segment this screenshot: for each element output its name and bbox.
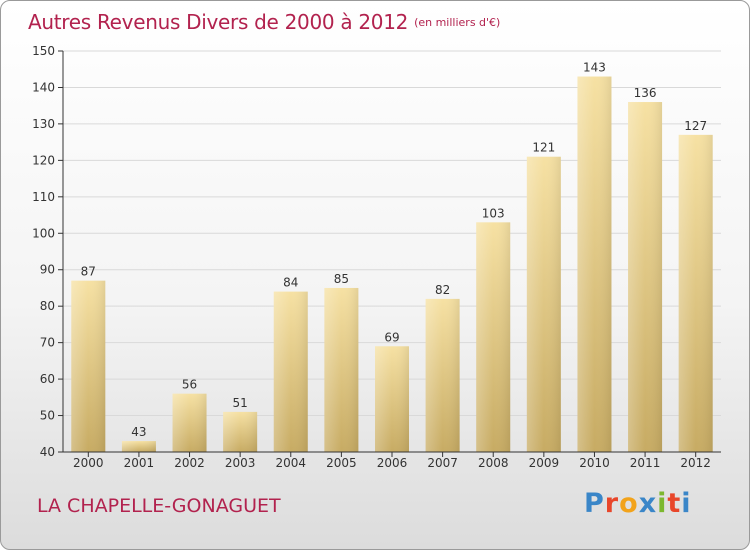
y-tick-label: 140	[32, 80, 55, 94]
y-tick-label: 100	[32, 226, 55, 240]
y-tick-label: 130	[32, 117, 55, 131]
x-tick-label: 2010	[579, 456, 610, 470]
data-label: 69	[384, 330, 399, 344]
chart-title-text: Autres Revenus Divers de 2000 à 2012	[28, 10, 409, 34]
chart-unit-note: (en milliers d'€)	[414, 16, 501, 29]
x-tick-label: 2008	[478, 456, 509, 470]
logo-letter: r	[604, 488, 620, 519]
logo-letter: x	[638, 488, 658, 519]
data-label: 51	[233, 396, 248, 410]
data-label: 56	[182, 378, 197, 392]
data-label: 43	[131, 425, 146, 439]
x-tick-label: 2007	[427, 456, 458, 470]
y-tick-label: 150	[32, 44, 55, 58]
x-tick-label: 2003	[225, 456, 256, 470]
bar-shade	[628, 102, 663, 452]
bar-shade	[121, 441, 156, 452]
bar-shade	[273, 291, 308, 452]
y-tick-label: 40	[40, 445, 55, 459]
commune-name: LA CHAPELLE-GONAGUET	[37, 495, 281, 517]
y-tick-label: 110	[32, 190, 55, 204]
y-tick-label: 120	[32, 153, 55, 167]
bar-shade	[577, 76, 612, 452]
data-label: 85	[334, 272, 349, 286]
data-label: 103	[482, 206, 505, 220]
x-tick-label: 2000	[73, 456, 104, 470]
bar-shade	[476, 222, 511, 452]
bar-shade	[526, 156, 561, 452]
x-tick-label: 2005	[326, 456, 357, 470]
proxiti-logo: Proxiti	[584, 488, 692, 519]
data-label: 84	[283, 276, 298, 290]
data-label: 87	[81, 265, 96, 279]
x-tick-label: 2002	[174, 456, 205, 470]
x-tick-label: 2012	[680, 456, 711, 470]
bar-shade	[425, 298, 460, 452]
y-tick-label: 80	[40, 299, 55, 313]
x-tick-label: 2006	[377, 456, 408, 470]
y-tick-label: 60	[40, 372, 55, 386]
y-tick-label: 50	[40, 409, 55, 423]
data-label: 127	[684, 119, 707, 133]
y-tick-label: 90	[40, 263, 55, 277]
bar-shade	[678, 134, 713, 452]
logo-letter: i	[657, 488, 668, 519]
x-tick-label: 2004	[275, 456, 306, 470]
bar-shade	[375, 346, 409, 452]
logo-letter: i	[681, 488, 692, 519]
data-label: 121	[532, 141, 555, 155]
bar-shade	[223, 411, 258, 452]
x-tick-label: 2001	[124, 456, 155, 470]
bar-shade	[71, 280, 106, 452]
y-tick-label: 70	[40, 336, 55, 350]
bar-shade	[324, 287, 359, 452]
logo-letter: P	[584, 488, 605, 519]
logo-letter: o	[619, 488, 639, 519]
logo-letter: t	[667, 488, 682, 519]
x-tick-label: 2009	[529, 456, 560, 470]
bar-shade	[172, 393, 207, 452]
data-label: 143	[583, 61, 606, 75]
data-label: 82	[435, 283, 450, 297]
data-label: 136	[634, 86, 657, 100]
x-tick-label: 2011	[630, 456, 661, 470]
chart-title: Autres Revenus Divers de 2000 à 2012 (en …	[28, 10, 500, 34]
